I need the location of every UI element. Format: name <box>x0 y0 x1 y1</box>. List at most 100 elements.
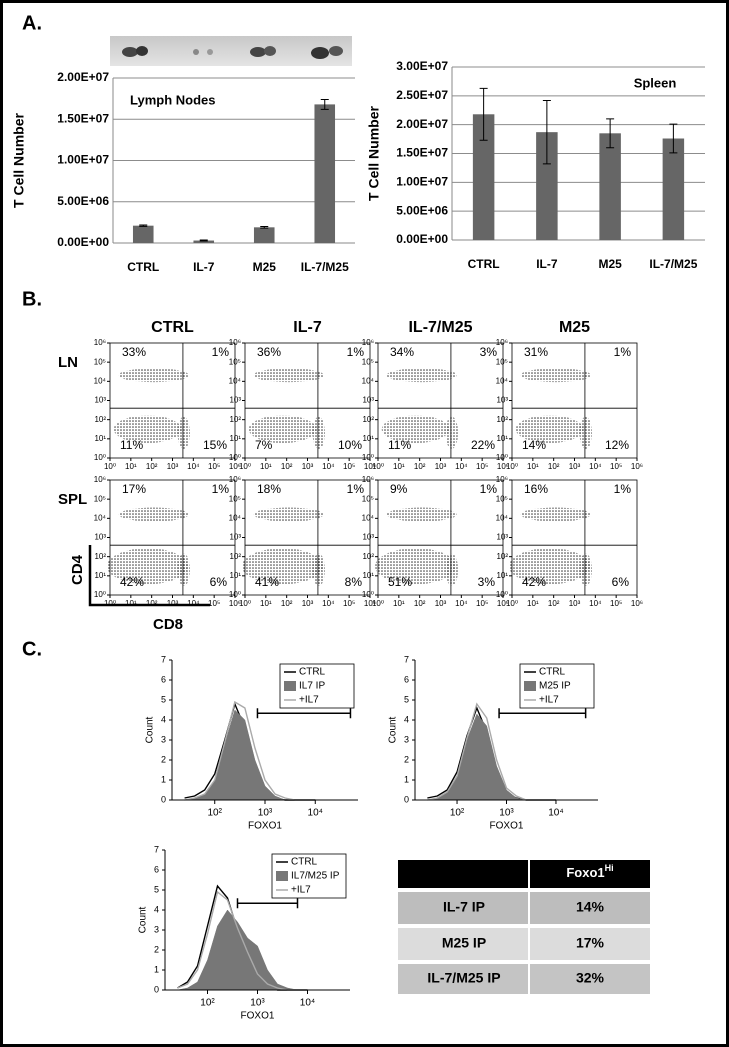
x-tick-label: 10⁵ <box>476 599 488 608</box>
x-tick-label: 10³ <box>302 599 314 608</box>
x-axis-label: CD8 <box>153 616 183 633</box>
y-tick-label: 4 <box>161 714 166 724</box>
x-tick-label: 10² <box>200 998 215 1009</box>
quadrant-percent: 34% <box>390 345 414 359</box>
x-tick-label: 10² <box>146 462 158 471</box>
quadrant-percent: 42% <box>522 575 546 589</box>
x-tick-label: 10⁰ <box>506 599 518 608</box>
quadrant-percent: 6% <box>210 575 228 589</box>
y-axis-label: Count <box>145 716 156 743</box>
bar <box>314 104 336 244</box>
panel-label: C. <box>22 638 42 660</box>
x-tick-label: 10⁴ <box>308 808 323 819</box>
x-tick-label: 10⁴ <box>548 808 563 819</box>
y-tick-label: 7 <box>404 654 409 664</box>
legend-label: IL7 IP <box>299 681 325 692</box>
blot <box>110 36 352 66</box>
x-tick-label: 10¹ <box>125 462 137 471</box>
cell-population <box>445 553 458 586</box>
x-tick-label: 10⁴ <box>322 599 335 608</box>
row-label: LN <box>58 354 78 371</box>
y-tick-label: 10⁵ <box>362 357 374 366</box>
y-tick-label: 2.00E+07 <box>57 70 109 84</box>
x-tick-label: 10³ <box>167 599 179 608</box>
legend-label: +IL7 <box>299 695 319 706</box>
x-tick-label: 10⁰ <box>506 462 518 471</box>
y-tick-label: 4 <box>404 714 409 724</box>
y-tick-label: 10⁵ <box>229 357 241 366</box>
y-tick-label: 10³ <box>229 396 241 405</box>
x-tick-label: CTRL <box>127 260 159 274</box>
y-tick-label: 5 <box>161 694 166 704</box>
y-tick-label: 10⁵ <box>229 494 241 503</box>
y-tick-label: 7 <box>161 654 166 664</box>
y-tick-label: 5 <box>154 884 159 894</box>
y-tick-label: 10¹ <box>496 571 508 580</box>
x-tick-label: 10⁴ <box>455 599 468 608</box>
x-tick-label: 10⁴ <box>322 462 335 471</box>
quadrant-percent: 51% <box>388 575 412 589</box>
cell-population <box>118 507 189 522</box>
x-tick-label: 10² <box>208 808 223 819</box>
x-tick-label: 10⁵ <box>343 462 355 471</box>
table-cell <box>530 964 650 994</box>
x-tick-label: IL-7/M25 <box>649 257 697 271</box>
y-tick-label: 10⁰ <box>496 453 508 462</box>
y-tick-label: 0 <box>154 984 159 994</box>
y-tick-label: 5.00E+06 <box>57 194 109 208</box>
x-tick-label: 10¹ <box>393 462 405 471</box>
table-cell <box>398 892 528 924</box>
y-axis-label: T Cell Number <box>366 105 382 200</box>
x-tick-label: IL-7 <box>536 257 558 271</box>
y-tick-label: 10⁶ <box>362 338 374 347</box>
row-label: SPL <box>58 491 87 508</box>
y-tick-label: 6 <box>161 674 166 684</box>
cell-population <box>386 507 457 522</box>
x-tick-label: 10⁶ <box>364 599 376 608</box>
x-tick-label: 10⁶ <box>631 462 643 471</box>
x-tick-label: 10³ <box>435 462 447 471</box>
y-tick-label: 10² <box>496 552 508 561</box>
cell-population <box>445 416 458 449</box>
y-tick-label: 10² <box>229 552 241 561</box>
cell-population <box>509 548 590 585</box>
x-tick-label: 10² <box>548 462 560 471</box>
y-tick-label: 0.00E+00 <box>396 232 448 246</box>
cd-axes <box>88 545 210 607</box>
y-tick-label: 2 <box>161 754 166 764</box>
legend-label: +IL7 <box>539 695 559 706</box>
quadrant-percent: 18% <box>257 482 281 496</box>
quadrant-percent: 3% <box>478 575 496 589</box>
x-tick-label: 10¹ <box>260 599 272 608</box>
cell-population <box>253 507 324 522</box>
y-tick-label: 2 <box>404 754 409 764</box>
x-tick-label: 10⁰ <box>104 599 116 608</box>
error-bar <box>139 224 148 227</box>
x-tick-label: 10⁶ <box>364 462 376 471</box>
x-tick-label: 10³ <box>435 599 447 608</box>
bar <box>253 227 275 243</box>
gate <box>236 898 299 909</box>
cell-population <box>107 548 188 585</box>
x-tick-label: 10² <box>414 599 426 608</box>
chart-title: Lymph Nodes <box>130 92 215 107</box>
quadrant-percent: 8% <box>345 575 363 589</box>
y-tick-label: 2.50E+07 <box>396 88 448 102</box>
legend-label: IL7/M25 IP <box>291 871 340 882</box>
x-axis-label: FOXO1 <box>490 821 524 832</box>
x-tick-label: 10⁶ <box>497 599 509 608</box>
quadrant-percent: 22% <box>471 438 495 452</box>
table-text: 17% <box>576 935 605 951</box>
y-tick-label: 10⁴ <box>94 513 107 522</box>
bar <box>472 114 495 240</box>
cell-population <box>386 368 457 383</box>
quadrant-percent: 7% <box>255 438 273 452</box>
x-tick-label: 10⁵ <box>610 599 622 608</box>
cell-population <box>253 368 324 383</box>
table-header-text: Foxo1Hi <box>566 863 613 880</box>
y-tick-label: 10³ <box>362 396 374 405</box>
legend-label: M25 IP <box>539 681 571 692</box>
x-tick-label: 10⁵ <box>208 599 220 608</box>
y-tick-label: 3 <box>404 734 409 744</box>
bar <box>132 225 154 243</box>
